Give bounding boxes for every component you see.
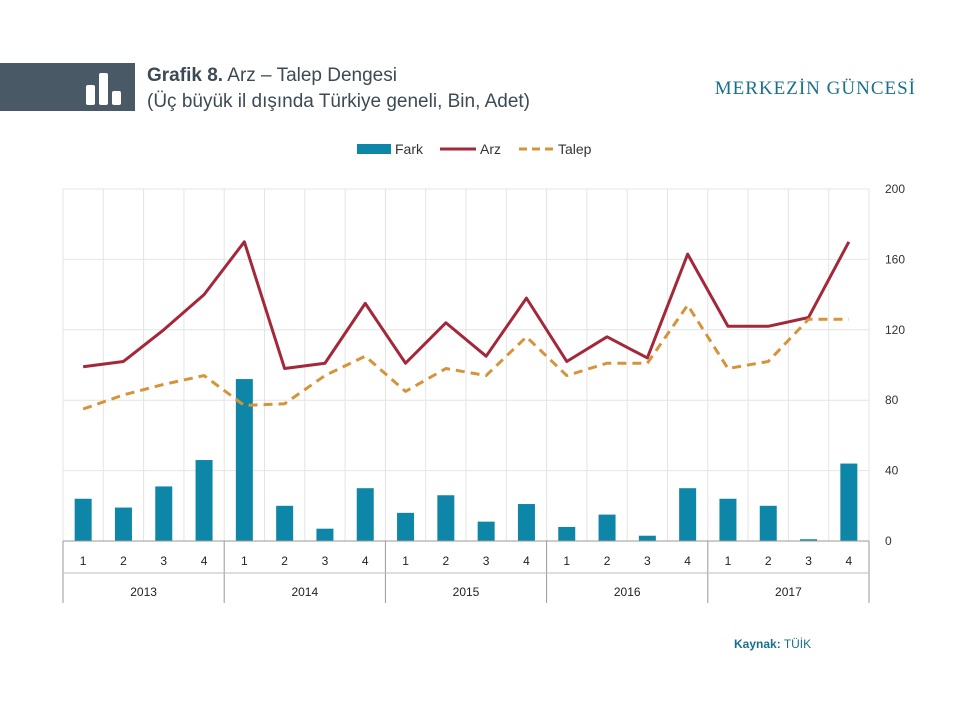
x-tick-label-quarter: 2 [604,554,611,568]
legend-label-arz: Arz [480,141,501,157]
x-tick-label-quarter: 3 [483,554,490,568]
chart-title: Arz – Talep Dengesi [227,65,397,86]
x-tick-label-quarter: 3 [644,554,651,568]
source-note: Kaynak: TÜİK [734,637,811,651]
y-tick-label: 40 [885,464,899,478]
chart-subtitle: (Üç büyük il dışında Türkiye geneli, Bin… [147,91,531,112]
x-tick-label-quarter: 4 [201,554,208,568]
bar-fark [800,539,818,541]
x-tick-label-quarter: 3 [805,554,812,568]
bar-fark [759,505,777,541]
bar-fark [638,535,656,541]
x-tick-label-quarter: 1 [241,554,248,568]
bar-fark [719,498,737,541]
bar-fark [316,528,334,541]
source-label: Kaynak: [734,637,781,651]
x-tick-label-year: 2017 [775,585,802,599]
line-arz [82,240,851,371]
x-tick-label-quarter: 4 [684,554,691,568]
brand-logo-text: MERKEZİN GÜNCESİ [714,78,916,99]
bar-chart-icon [86,73,121,105]
bar-fark [679,488,697,541]
y-tick-label: 120 [885,323,905,337]
legend-label-talep: Talep [558,141,592,157]
bar-fark [397,512,415,541]
bar-fark [74,498,92,541]
x-tick-label-quarter: 2 [281,554,288,568]
bar-fark [276,505,294,541]
legend: Fark Arz Talep [357,141,592,157]
legend-label-fark: Fark [395,141,424,157]
x-tick-label-quarter: 1 [563,554,570,568]
x-tick-label-quarter: 3 [160,554,167,568]
x-tick-label-quarter: 1 [80,554,87,568]
bar-fark [437,495,455,541]
bar-fark [840,463,858,541]
x-tick-label-quarter: 3 [322,554,329,568]
chart-title-number: Grafik 8. [147,65,224,86]
x-tick-label-year: 2016 [614,585,641,599]
y-tick-label: 160 [885,252,905,266]
x-tick-label-year: 2014 [291,585,318,599]
bar-fark [517,504,535,541]
legend-swatch-fark [357,144,391,154]
bar-fark [558,526,576,541]
bar-fark [356,488,374,541]
x-tick-label-quarter: 4 [846,554,853,568]
y-tick-label: 80 [885,393,899,407]
y-tick-label: 200 [885,182,905,196]
bar-fark [195,460,213,541]
x-tick-label-quarter: 2 [443,554,450,568]
bar-fark [598,514,616,541]
x-tick-label-quarter: 2 [120,554,127,568]
x-tick-label-quarter: 1 [725,554,732,568]
y-tick-label: 0 [885,534,892,548]
bar-fark [114,507,132,541]
bar-fark [477,521,495,541]
x-tick-label-quarter: 2 [765,554,772,568]
x-tick-label-quarter: 4 [523,554,530,568]
source-value: TÜİK [783,637,812,651]
x-tick-label-quarter: 4 [362,554,369,568]
x-tick-label-year: 2015 [453,585,480,599]
x-tick-label-year: 2013 [130,585,157,599]
bar-fark [235,379,253,541]
bar-fark [155,486,173,541]
x-tick-label-quarter: 1 [402,554,409,568]
chart-title-block: Grafik 8. Arz – Talep Dengesi (Üç büyük … [147,63,530,115]
